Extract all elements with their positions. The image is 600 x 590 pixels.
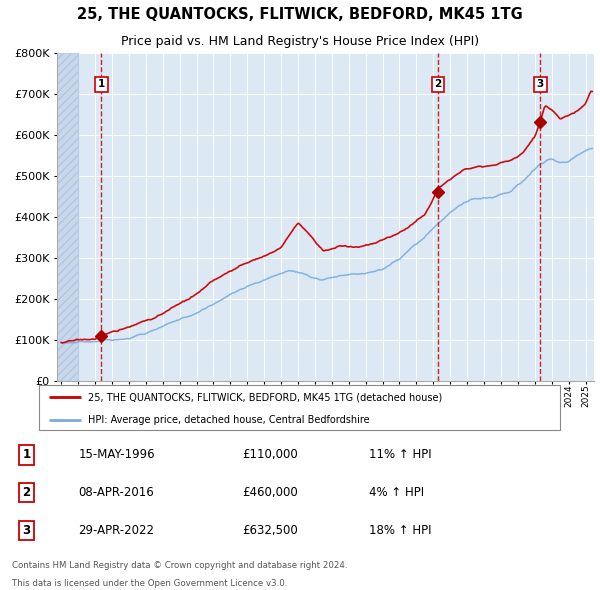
Text: Contains HM Land Registry data © Crown copyright and database right 2024.: Contains HM Land Registry data © Crown c… [12, 560, 347, 569]
Text: 1: 1 [22, 448, 31, 461]
Text: £460,000: £460,000 [242, 486, 298, 499]
Text: 11% ↑ HPI: 11% ↑ HPI [369, 448, 432, 461]
Bar [57, 53, 78, 381]
Text: 25, THE QUANTOCKS, FLITWICK, BEDFORD, MK45 1TG: 25, THE QUANTOCKS, FLITWICK, BEDFORD, MK… [77, 6, 523, 22]
Text: 18% ↑ HPI: 18% ↑ HPI [369, 524, 431, 537]
Bar [57, 53, 78, 381]
Text: 1: 1 [98, 79, 105, 89]
Text: 2: 2 [434, 79, 442, 89]
Text: 15-MAY-1996: 15-MAY-1996 [78, 448, 155, 461]
Text: 4% ↑ HPI: 4% ↑ HPI [369, 486, 424, 499]
Text: HPI: Average price, detached house, Central Bedfordshire: HPI: Average price, detached house, Cent… [88, 415, 370, 425]
Text: 29-APR-2022: 29-APR-2022 [78, 524, 154, 537]
Text: 3: 3 [22, 524, 31, 537]
Text: 3: 3 [537, 79, 544, 89]
Text: Price paid vs. HM Land Registry's House Price Index (HPI): Price paid vs. HM Land Registry's House … [121, 35, 479, 48]
Text: 25, THE QUANTOCKS, FLITWICK, BEDFORD, MK45 1TG (detached house): 25, THE QUANTOCKS, FLITWICK, BEDFORD, MK… [88, 392, 442, 402]
FancyBboxPatch shape [38, 385, 560, 431]
Text: 2: 2 [22, 486, 31, 499]
Text: £110,000: £110,000 [242, 448, 298, 461]
Text: 08-APR-2016: 08-APR-2016 [78, 486, 154, 499]
Text: This data is licensed under the Open Government Licence v3.0.: This data is licensed under the Open Gov… [12, 579, 287, 588]
Text: £632,500: £632,500 [242, 524, 298, 537]
